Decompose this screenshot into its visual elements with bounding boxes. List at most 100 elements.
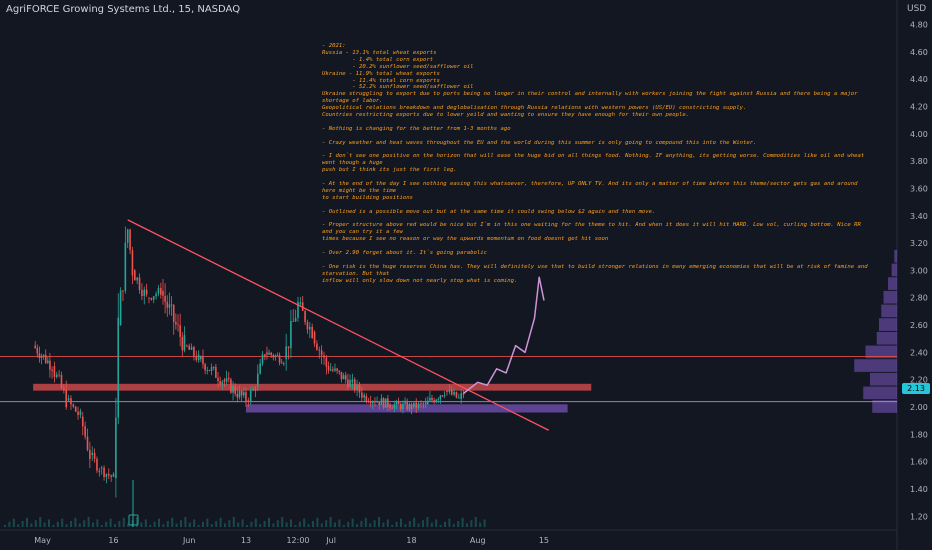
note-line: to start building positions: [322, 194, 413, 201]
candle-body: [429, 397, 431, 401]
volume-bar: [21, 521, 24, 527]
candle-body: [112, 473, 115, 477]
volume-bar: [408, 521, 411, 527]
volume-bar: [452, 524, 455, 527]
candle-body: [212, 366, 215, 368]
x-tick-label: Jun: [182, 536, 196, 545]
volume-bar: [298, 521, 301, 527]
volume-bar: [56, 521, 59, 527]
volume-spike: [132, 480, 134, 527]
candle-body: [129, 229, 131, 251]
volume-bar: [351, 518, 354, 527]
y-tick-label: 3.40: [910, 212, 928, 221]
volume-bar: [224, 523, 226, 527]
candle-body: [193, 347, 195, 356]
candle-body: [175, 322, 177, 325]
candle-body: [124, 242, 127, 291]
symbol-title[interactable]: AgriFORCE Growing Systems Ltd., 15, NASD…: [6, 4, 241, 15]
candle-body: [58, 374, 60, 376]
volume-bar: [43, 522, 46, 527]
candle-body: [236, 393, 239, 398]
note-line: Ukraine - 11.9% total wheat exports: [322, 70, 440, 77]
volume-bar: [461, 517, 464, 527]
volume-bar: [70, 521, 72, 527]
volume-bar: [52, 525, 55, 527]
candle-body: [117, 317, 120, 418]
note-line: push but I think its just the first leg.: [322, 167, 457, 174]
candle-body: [384, 398, 387, 408]
volume-bar: [457, 521, 460, 527]
volume-bar: [470, 520, 473, 527]
candle-body: [387, 398, 389, 408]
note-line: - 1.4% total corn export: [322, 56, 434, 63]
candle-body: [453, 391, 455, 395]
candle-body: [208, 369, 211, 371]
candle-body: [60, 375, 63, 389]
candle-body: [395, 401, 398, 405]
candle-body: [433, 400, 435, 403]
volume-bar: [127, 523, 130, 527]
volume-bar: [171, 517, 174, 527]
candle-body: [283, 363, 285, 365]
note-line: Ukraine struggling to export due to port…: [322, 91, 861, 105]
candle-body: [103, 467, 105, 477]
candle-body: [55, 374, 58, 377]
candle-body: [84, 426, 86, 437]
candle-body: [450, 389, 453, 395]
candle-body: [443, 395, 446, 397]
note-line: [322, 216, 872, 223]
volume-bar: [83, 520, 86, 527]
volume-bar: [483, 519, 486, 527]
volume-bar: [184, 517, 187, 527]
candle-body: [202, 356, 204, 365]
volume-bar: [444, 521, 446, 527]
volume-bar: [474, 517, 477, 527]
candle-body: [65, 389, 68, 408]
volume-bar: [395, 521, 398, 527]
candle-body: [336, 368, 338, 371]
candle-body: [437, 399, 440, 400]
volume-bar: [290, 519, 292, 527]
y-tick-label: 4.20: [910, 102, 928, 111]
candle-body: [259, 363, 261, 374]
note-line: Countries restricting exports due to low…: [322, 112, 690, 119]
volume-bar: [140, 522, 143, 527]
candle-body: [446, 390, 448, 392]
volume-bar: [250, 521, 253, 527]
candle-body: [42, 354, 45, 356]
volume-bar: [373, 520, 376, 527]
candle-body: [93, 452, 96, 459]
candle-body: [138, 277, 141, 290]
candle-body: [141, 289, 143, 297]
volume-bar: [39, 517, 42, 527]
candle-body: [44, 354, 47, 363]
volume-bar: [122, 517, 125, 527]
candle-body: [334, 368, 336, 371]
candle-body: [435, 399, 438, 403]
volume-profile-bar: [863, 386, 897, 400]
candle-body: [247, 400, 250, 402]
candle-body: [63, 388, 65, 390]
volume-bar: [334, 522, 336, 527]
volume-profile-bar: [883, 290, 897, 304]
candle-body: [210, 367, 213, 371]
volume-bar: [448, 518, 451, 527]
candle-body: [172, 305, 175, 323]
candle-body: [408, 404, 411, 410]
candle-body: [329, 369, 332, 371]
candle-body: [374, 401, 376, 403]
note-line: - 11.4% total corn exports: [322, 77, 440, 84]
volume-bar: [479, 522, 482, 527]
candle-body: [122, 290, 124, 292]
x-tick-label: Aug: [470, 536, 486, 545]
y-tick-label: 3.60: [910, 184, 928, 193]
note-line: [322, 257, 872, 264]
note-line: times because I see no reason or way the…: [322, 236, 609, 243]
candle-body: [332, 369, 334, 371]
candle-body: [316, 343, 318, 350]
candle-body: [105, 473, 108, 477]
candle-body: [365, 396, 368, 402]
y-tick-label: 2.60: [910, 321, 928, 330]
candle-body: [439, 395, 442, 400]
